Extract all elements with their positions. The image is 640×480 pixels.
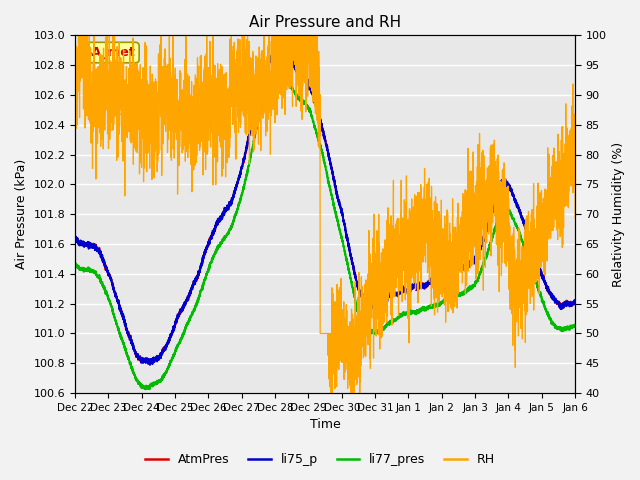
X-axis label: Time: Time — [310, 419, 340, 432]
Y-axis label: Air Pressure (kPa): Air Pressure (kPa) — [15, 159, 28, 269]
Title: Air Pressure and RH: Air Pressure and RH — [249, 15, 401, 30]
Text: BA_met: BA_met — [83, 46, 136, 59]
Legend: AtmPres, li75_p, li77_pres, RH: AtmPres, li75_p, li77_pres, RH — [140, 448, 500, 471]
Y-axis label: Relativity Humidity (%): Relativity Humidity (%) — [612, 142, 625, 287]
